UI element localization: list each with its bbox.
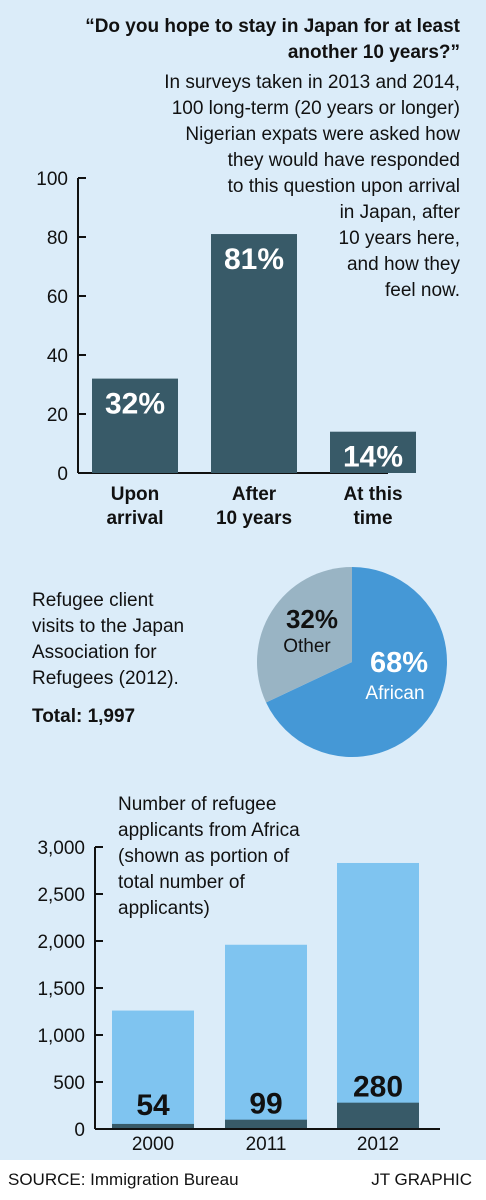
bar-value-label: 81% [224,243,284,276]
y-tick-label: 20 [47,405,68,426]
bar-african-applicants [112,1123,194,1129]
x-category-label: arrival [106,508,163,529]
pie-slice [257,567,352,703]
bar [330,431,416,473]
x-category-label: 2012 [357,1134,399,1155]
pie-slice-value-label: 68% [370,647,428,679]
survey-description: In surveys taken in 2013 and 2014, 100 l… [164,72,460,301]
pie-slice-label: Other [283,636,331,657]
y-tick-label: 3,000 [37,838,85,859]
y-tick-label: 1,500 [37,979,85,1000]
y-tick-label: 80 [47,228,68,249]
y-tick-label: 1,000 [37,1026,85,1047]
x-category-label: 10 years [216,508,292,529]
x-category-label: At this [343,484,402,505]
bar [211,234,297,473]
source-note: SOURCE: Immigration Bureau [8,1170,239,1189]
y-tick-label: 0 [57,464,68,485]
x-category-label: 2011 [246,1134,287,1155]
graphic-credit: JT GRAPHIC [371,1170,472,1189]
x-category-label: time [353,508,392,529]
y-tick-label: 2,000 [37,932,85,953]
pie-description: Refugee client visits to the Japan Assoc… [32,590,185,689]
bar-value-label: 54 [136,1089,170,1122]
x-category-label: After [232,484,277,505]
bar-total-applicants [112,1010,194,1129]
x-category-label: 2000 [132,1134,174,1155]
y-tick-label: 60 [47,287,68,308]
applicants-description: Number of refugee applicants from Africa… [118,794,300,919]
pie-total: Total: 1,997 [32,706,136,727]
y-tick-label: 2,500 [37,885,85,906]
pie-slice-label: African [365,683,424,704]
pie-slice-value-label: 32% [286,604,338,634]
bar-total-applicants [225,944,307,1129]
bar-african-applicants [225,1119,307,1129]
y-tick-label: 100 [36,169,68,190]
pie-slice [266,567,448,758]
bar-african-applicants [337,1102,419,1129]
bar [92,378,178,473]
bar-value-label: 99 [249,1088,282,1121]
bar-total-applicants [337,862,419,1129]
bar-value-label: 32% [105,388,165,421]
y-tick-label: 500 [53,1073,85,1094]
y-tick-label: 0 [74,1120,85,1141]
stay-survey-bar-chart: 0 20 40 60 80 100 32% Upon arrival 81% After 10 yea… [36,169,416,529]
bar-value-label: 14% [343,441,403,474]
y-tick-label: 40 [47,346,68,367]
refugee-visits-pie-chart: 68% African 32%Other [257,567,448,758]
x-category-label: Upon [111,484,160,505]
bar-value-label: 280 [353,1071,403,1104]
survey-question: “Do you hope to stay in Japan for at lea… [85,16,460,63]
african-applicants-bar-chart: 0 500 1,000 1,500 2,000 2,500 3,000 54 2000 99 201… [37,838,440,1155]
